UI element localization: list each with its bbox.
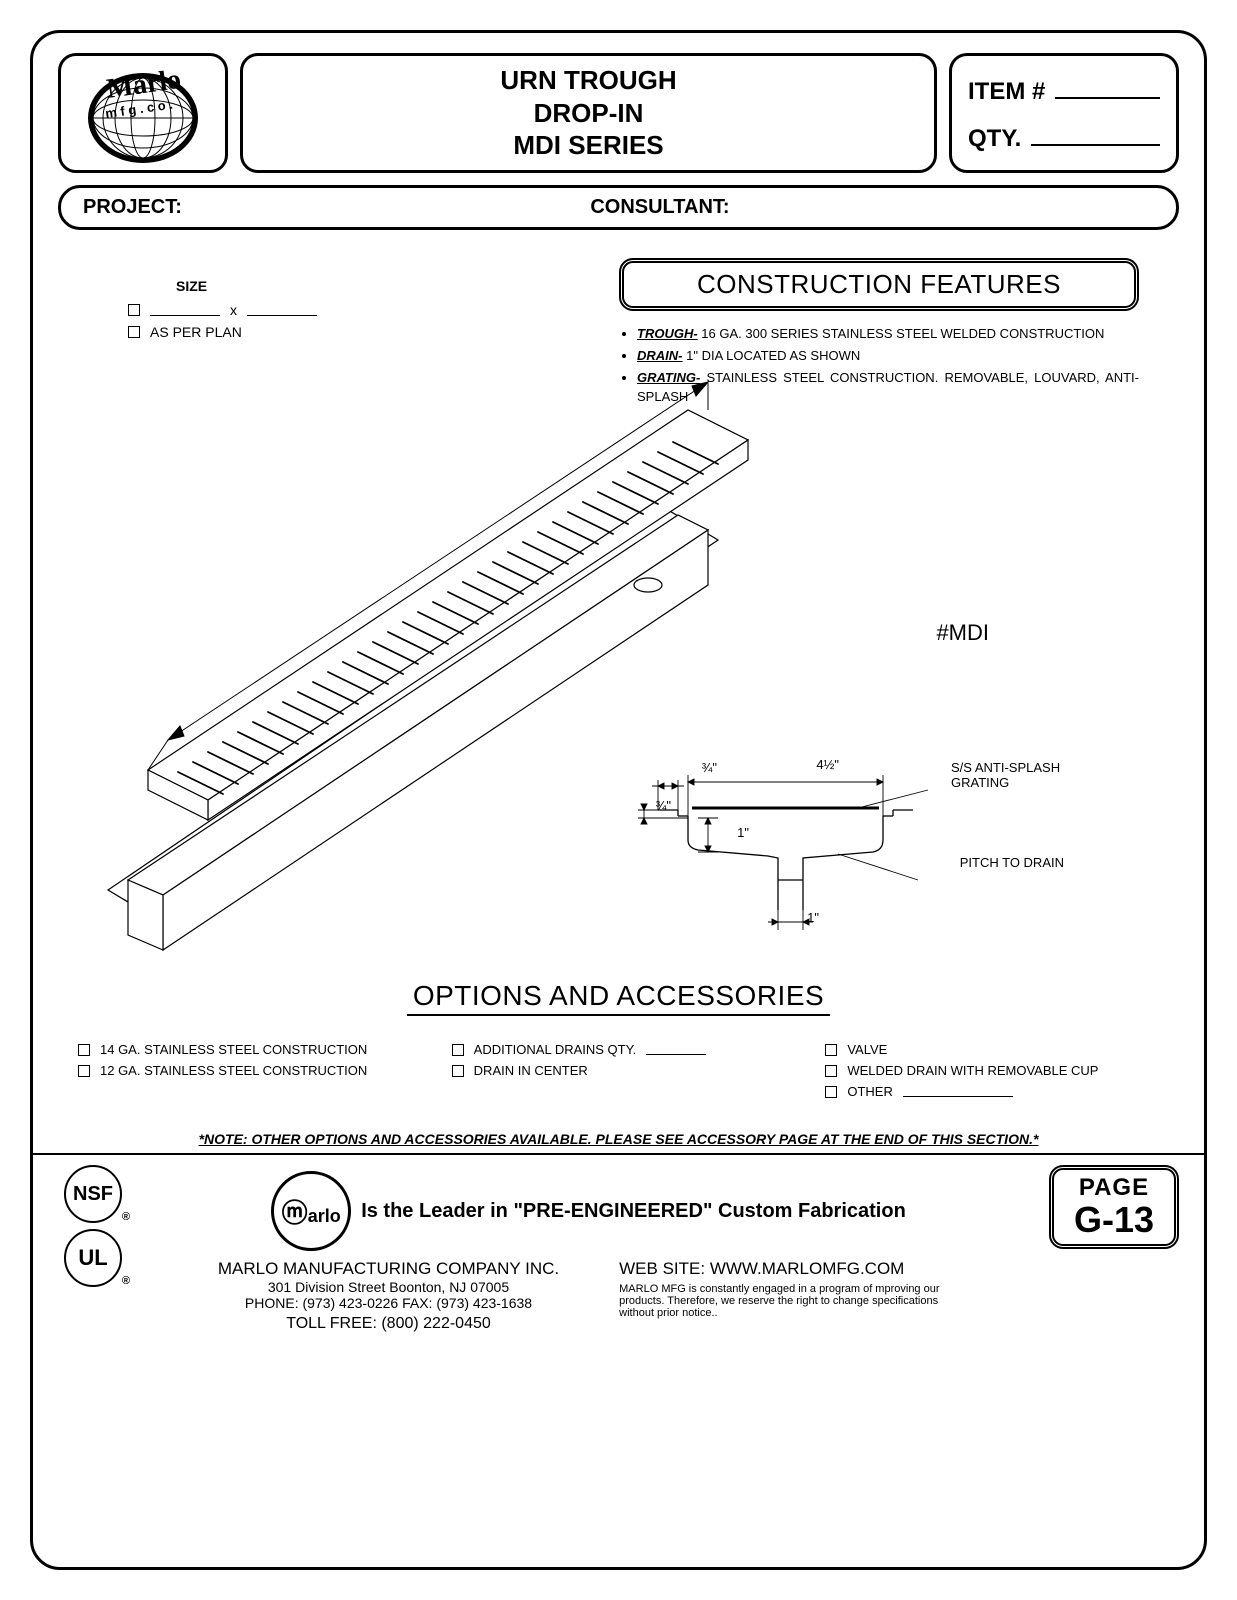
title-line-3: MDI SERIES bbox=[513, 129, 663, 162]
footer-separator bbox=[33, 1153, 1204, 1155]
qty-label: QTY. bbox=[968, 125, 1021, 153]
checkbox-add-drains[interactable] bbox=[452, 1044, 464, 1056]
trough-drawing bbox=[68, 370, 1148, 970]
page-number: G-13 bbox=[1054, 1202, 1174, 1238]
company-address: 301 Division Street Boonton, NJ 07005 bbox=[218, 1279, 559, 1295]
project-consultant-row: PROJECT: CONSULTANT: bbox=[58, 185, 1179, 230]
size-length-blank[interactable] bbox=[247, 304, 317, 317]
website: WEB SITE: WWW.MARLOMFG.COM bbox=[619, 1259, 959, 1279]
opt-other: OTHER bbox=[825, 1084, 1159, 1099]
item-number-row: ITEM # bbox=[968, 73, 1160, 106]
construction-features-title: CONSTRUCTION FEATURES bbox=[619, 258, 1139, 311]
dim-lip: ¾" bbox=[656, 798, 671, 813]
ul-badge: UL ® bbox=[64, 1229, 122, 1287]
options-title: OPTIONS AND ACCESSORIES bbox=[407, 980, 830, 1016]
label-pitch: PITCH TO DRAIN bbox=[960, 855, 1064, 870]
checkbox-12ga[interactable] bbox=[78, 1065, 90, 1077]
opt-valve: VALVE bbox=[825, 1042, 1159, 1057]
marlo-globe-logo: Marlo m f g . c o . bbox=[68, 58, 218, 168]
page-border: Marlo m f g . c o . URN TROUGH DROP-IN M… bbox=[30, 30, 1207, 1570]
add-drains-qty-blank[interactable] bbox=[646, 1044, 706, 1056]
footer-mid: ⓜarlo Is the Leader in "PRE-ENGINEERED" … bbox=[142, 1165, 1035, 1333]
company-name: MARLO MANUFACTURING COMPANY INC. bbox=[218, 1259, 559, 1279]
other-blank[interactable] bbox=[903, 1086, 1013, 1098]
options-note: *NOTE: OTHER OPTIONS AND ACCESSORIES AVA… bbox=[68, 1131, 1169, 1147]
cf-item-drain: DRAIN- 1" DIA LOCATED AS SHOWN bbox=[637, 347, 1139, 366]
model-label: #MDI bbox=[936, 620, 989, 646]
item-number-blank[interactable] bbox=[1055, 73, 1160, 99]
footer-info-left: MARLO MANUFACTURING COMPANY INC. 301 Div… bbox=[218, 1259, 559, 1333]
reg-mark-1: ® bbox=[122, 1211, 130, 1223]
logo-box: Marlo m f g . c o . bbox=[58, 53, 228, 173]
opt-add-drains: ADDITIONAL DRAINS QTY. bbox=[452, 1042, 786, 1057]
title-box: URN TROUGH DROP-IN MDI SERIES bbox=[240, 53, 937, 173]
options-col-3: VALVE WELDED DRAIN WITH REMOVABLE CUP OT… bbox=[825, 1036, 1159, 1105]
opt-drain-center: DRAIN IN CENTER bbox=[452, 1063, 786, 1078]
marlo-circle-logo: ⓜarlo bbox=[271, 1171, 351, 1251]
footer: NSF ® UL ® ⓜarlo Is the Leader in "PRE-E… bbox=[58, 1165, 1179, 1333]
drawing-area: #MDI ¾" 4½" ¾" 1" 1" S/S ANTI-SPLASH GRA… bbox=[68, 370, 1169, 970]
body-area: SIZE x AS PER PLAN CONSTRUCTION FEATURES… bbox=[58, 248, 1179, 1147]
footer-info-right: WEB SITE: WWW.MARLOMFG.COM MARLO MFG is … bbox=[619, 1259, 959, 1333]
size-x: x bbox=[230, 302, 237, 318]
opt-14ga: 14 GA. STAINLESS STEEL CONSTRUCTION bbox=[78, 1042, 412, 1057]
dim-drain: 1" bbox=[807, 910, 819, 925]
size-width-blank[interactable] bbox=[150, 304, 220, 317]
qty-row: QTY. bbox=[968, 120, 1160, 153]
page-label: PAGE bbox=[1054, 1174, 1174, 1202]
checkbox-drain-center[interactable] bbox=[452, 1065, 464, 1077]
footer-info-row: MARLO MANUFACTURING COMPANY INC. 301 Div… bbox=[142, 1259, 1035, 1333]
tagline-text: Is the Leader in "PRE-ENGINEERED" Custom… bbox=[361, 1200, 906, 1223]
cert-column: NSF ® UL ® bbox=[58, 1165, 128, 1287]
nsf-badge: NSF ® bbox=[64, 1165, 122, 1223]
tagline-row: ⓜarlo Is the Leader in "PRE-ENGINEERED" … bbox=[142, 1171, 1035, 1251]
cf-item-trough: TROUGH- 16 GA. 300 SERIES STAINLESS STEE… bbox=[637, 325, 1139, 344]
as-per-plan-label: AS PER PLAN bbox=[150, 324, 242, 340]
checkbox-14ga[interactable] bbox=[78, 1044, 90, 1056]
checkbox-valve[interactable] bbox=[825, 1044, 837, 1056]
title-line-2: DROP-IN bbox=[534, 97, 644, 130]
dim-flange: ¾" bbox=[702, 760, 717, 775]
options-col-1: 14 GA. STAINLESS STEEL CONSTRUCTION 12 G… bbox=[78, 1036, 412, 1105]
options-col-2: ADDITIONAL DRAINS QTY. DRAIN IN CENTER bbox=[452, 1036, 786, 1105]
reg-mark-2: ® bbox=[122, 1275, 130, 1287]
checkbox-other[interactable] bbox=[825, 1086, 837, 1098]
header-row: Marlo m f g . c o . URN TROUGH DROP-IN M… bbox=[58, 53, 1179, 173]
checkbox-welded-drain[interactable] bbox=[825, 1065, 837, 1077]
dim-width: 4½" bbox=[816, 757, 839, 772]
opt-12ga: 12 GA. STAINLESS STEEL CONSTRUCTION bbox=[78, 1063, 412, 1078]
company-phone: PHONE: (973) 423-0226 FAX: (973) 423-163… bbox=[218, 1295, 559, 1311]
checkbox-size-dim[interactable] bbox=[128, 304, 140, 316]
page-number-box: PAGE G-13 bbox=[1049, 1165, 1179, 1249]
options-grid: 14 GA. STAINLESS STEEL CONSTRUCTION 12 G… bbox=[68, 1036, 1169, 1105]
opt-welded-drain: WELDED DRAIN WITH REMOVABLE CUP bbox=[825, 1063, 1159, 1078]
item-qty-box: ITEM # QTY. bbox=[949, 53, 1179, 173]
project-label: PROJECT: bbox=[83, 196, 590, 219]
company-tollfree: TOLL FREE: (800) 222-0450 bbox=[218, 1315, 559, 1333]
consultant-label: CONSULTANT: bbox=[590, 196, 1154, 219]
item-label: ITEM # bbox=[968, 78, 1045, 106]
checkbox-as-per-plan[interactable] bbox=[128, 326, 140, 338]
disclaimer: MARLO MFG is constantly engaged in a pro… bbox=[619, 1283, 959, 1319]
title-line-1: URN TROUGH bbox=[500, 64, 676, 97]
qty-blank[interactable] bbox=[1031, 120, 1160, 146]
label-grating: S/S ANTI-SPLASH GRATING bbox=[951, 760, 1091, 790]
dim-depth: 1" bbox=[737, 825, 749, 840]
